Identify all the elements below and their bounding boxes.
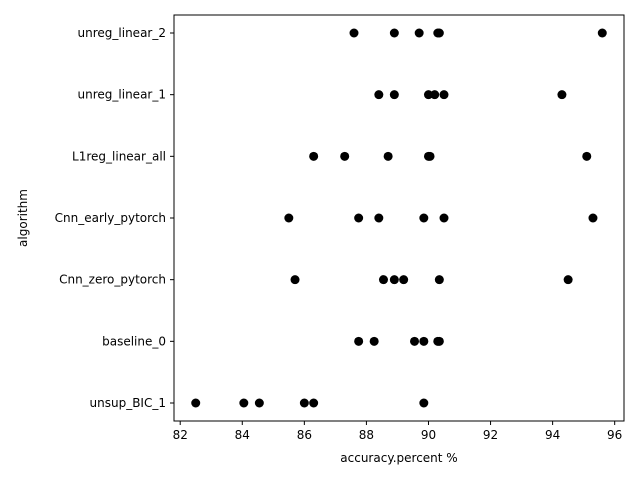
y-tick-label: unsup_BIC_1 bbox=[90, 396, 166, 410]
x-tick-label: 96 bbox=[607, 428, 622, 442]
y-tick-label: Cnn_zero_pytorch bbox=[59, 273, 166, 287]
data-point bbox=[435, 337, 444, 346]
data-point bbox=[598, 29, 607, 38]
y-tick-label: L1reg_linear_all bbox=[72, 149, 166, 163]
x-tick-label: 94 bbox=[545, 428, 560, 442]
data-point bbox=[354, 337, 363, 346]
data-point bbox=[415, 29, 424, 38]
data-point bbox=[399, 275, 408, 284]
data-point bbox=[374, 214, 383, 223]
data-point bbox=[384, 152, 393, 161]
data-point bbox=[588, 214, 597, 223]
data-point bbox=[309, 399, 318, 408]
data-point bbox=[426, 152, 435, 161]
data-point bbox=[390, 275, 399, 284]
data-point bbox=[440, 90, 449, 99]
data-point bbox=[557, 90, 566, 99]
x-tick-label: 88 bbox=[359, 428, 374, 442]
data-point bbox=[309, 152, 318, 161]
data-point bbox=[564, 275, 573, 284]
y-tick-label: unreg_linear_2 bbox=[78, 26, 166, 40]
data-point bbox=[239, 399, 248, 408]
data-point bbox=[435, 275, 444, 284]
data-point bbox=[291, 275, 300, 284]
data-point bbox=[379, 275, 388, 284]
y-tick-label: baseline_0 bbox=[102, 334, 166, 348]
y-tick-label: Cnn_early_pytorch bbox=[55, 211, 166, 225]
data-point bbox=[300, 399, 309, 408]
data-point bbox=[410, 337, 419, 346]
data-point bbox=[390, 90, 399, 99]
y-tick-label: unreg_linear_1 bbox=[78, 88, 166, 102]
data-point bbox=[419, 214, 428, 223]
data-point bbox=[419, 399, 428, 408]
data-point bbox=[419, 337, 428, 346]
x-tick-label: 82 bbox=[173, 428, 188, 442]
data-point bbox=[370, 337, 379, 346]
data-point bbox=[284, 214, 293, 223]
x-tick-label: 92 bbox=[483, 428, 498, 442]
y-axis-label: algorithm bbox=[16, 189, 30, 247]
data-point bbox=[440, 214, 449, 223]
x-tick-label: 84 bbox=[235, 428, 250, 442]
data-point bbox=[435, 29, 444, 38]
data-point bbox=[255, 399, 264, 408]
data-point bbox=[582, 152, 591, 161]
data-point bbox=[340, 152, 349, 161]
x-axis-label: accuracy.percent % bbox=[340, 451, 457, 465]
data-point bbox=[191, 399, 200, 408]
data-point bbox=[350, 29, 359, 38]
data-point bbox=[390, 29, 399, 38]
x-tick-label: 86 bbox=[297, 428, 312, 442]
data-point bbox=[374, 90, 383, 99]
x-tick-label: 90 bbox=[421, 428, 436, 442]
data-point bbox=[430, 90, 439, 99]
data-point bbox=[354, 214, 363, 223]
